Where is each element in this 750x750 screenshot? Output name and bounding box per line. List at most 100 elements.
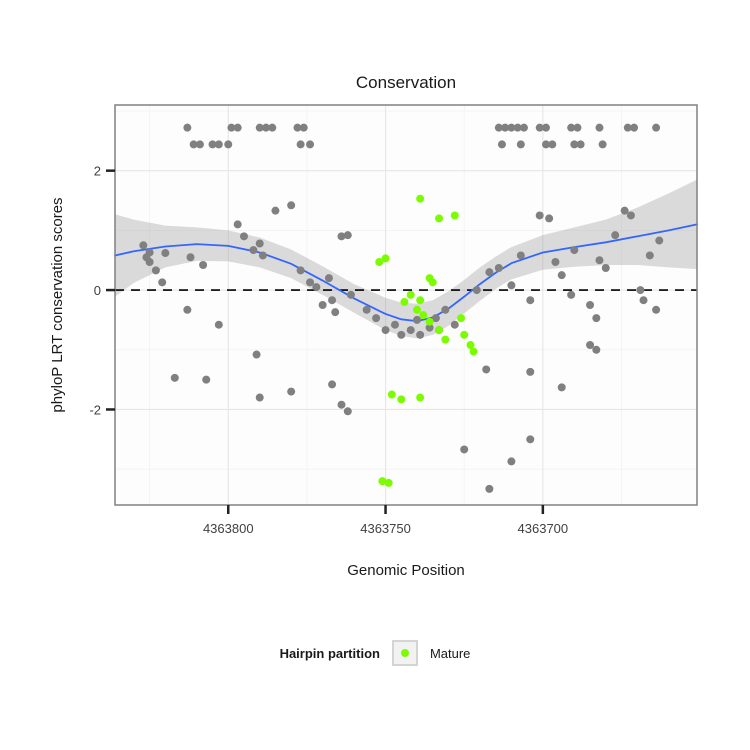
point-other [450,320,459,329]
point-other [151,266,160,275]
conservation-plot: Conservation 4363800 4363750 4363700 2 0 -2 G… [49,73,698,579]
point-other [557,383,566,392]
y-tick-label: 0 [94,283,101,298]
point-other [299,123,308,132]
x-tick-label: 4363700 [518,521,569,536]
point-other [214,140,223,149]
point-other [183,305,192,314]
point-mature [450,211,459,220]
point-other [306,140,315,149]
point-other [255,123,264,132]
point-other [195,140,204,149]
point-other [397,330,406,339]
point-other [592,314,601,323]
point-mature [457,314,466,323]
point-other [296,266,305,275]
point-other [328,296,337,305]
point-other [645,251,654,260]
point-other [202,375,211,384]
point-other [139,241,148,250]
point-other [472,286,481,295]
point-other [595,123,604,132]
point-mature [416,296,425,305]
point-other [541,123,550,132]
point-mature [428,278,437,287]
point-other [526,296,535,305]
point-other [541,140,550,149]
point-other [441,305,450,314]
point-other [567,290,576,299]
point-other [655,236,664,245]
point-other [416,330,425,339]
point-other [545,214,554,223]
point-other [337,400,346,409]
point-mature [375,258,384,267]
point-other [576,140,585,149]
point-other [494,123,503,132]
point-other [519,123,528,132]
point-other [262,123,271,132]
point-other [652,123,661,132]
point-other [255,239,264,248]
point-other [551,258,560,267]
point-mature [413,305,422,314]
point-other [639,296,648,305]
point-other [158,278,167,287]
point-other [601,263,610,272]
point-mature [466,341,475,349]
point-other [214,320,223,329]
y-tick-label: -2 [89,402,101,417]
point-mature [384,478,393,487]
point-other [485,268,494,277]
point-mature [435,214,444,223]
point-other [431,314,440,323]
mature-dot-icon [400,649,409,657]
point-mature [416,393,425,402]
point-other [425,323,434,332]
point-other [293,123,302,132]
point-other [526,435,535,444]
point-mature [441,335,450,344]
legend-item-label: Mature [429,645,471,661]
point-other [208,140,217,149]
point-other [258,251,267,260]
point-mature [400,298,409,307]
point-other [611,231,620,240]
point-mature [460,330,469,339]
smooth-line [114,223,698,323]
point-other [233,220,242,229]
point-other [318,301,327,309]
point-mature [425,317,434,326]
point-other [390,320,399,329]
point-other [170,373,179,382]
legend-key [391,640,418,666]
point-other [249,246,258,255]
point-mature [397,395,406,404]
point-other [516,251,525,260]
point-other [161,249,170,258]
point-other [271,206,280,215]
x-axis-label: Genomic Position [347,562,465,579]
point-other [636,286,645,295]
point-other [346,290,355,299]
point-other [145,258,154,267]
point-mature [416,194,425,203]
point-other [343,231,352,240]
point-other [507,123,516,132]
point-other [227,123,236,132]
point-other [306,278,315,287]
x-tick-label: 4363750 [360,521,411,536]
point-other [324,274,333,283]
point-other [567,123,576,132]
point-other [652,305,661,314]
point-other [183,123,192,132]
point-other [557,271,566,280]
y-axis-label: phyloP LRT conservation scores [49,197,66,412]
point-mature [378,477,387,486]
point-other [513,123,522,132]
legend: Hairpin partition Mature [0,640,750,666]
point-mature [419,311,428,320]
point-other [626,211,635,220]
point-other [501,123,510,132]
point-other [255,393,264,402]
